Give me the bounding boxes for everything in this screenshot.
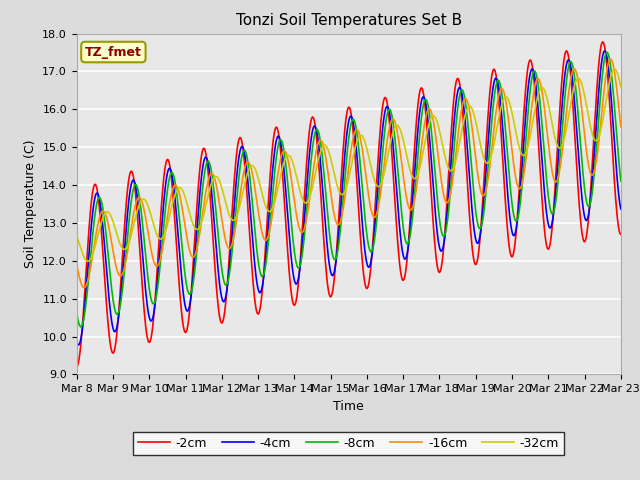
-4cm [193,227,201,232]
-2cm [216,314,223,320]
Line: -2cm: -2cm [77,42,621,367]
-8cm [604,49,611,55]
-4cm [568,70,575,76]
-32cm [394,123,402,129]
-16cm [73,262,81,268]
-32cm [448,168,456,174]
-16cm [448,185,456,191]
-8cm [341,174,349,180]
-16cm [617,124,625,130]
-4cm [601,48,609,54]
Title: Tonzi Soil Temperatures Set B: Tonzi Soil Temperatures Set B [236,13,462,28]
-16cm [606,56,614,62]
-4cm [73,339,81,345]
Y-axis label: Soil Temperature (C): Soil Temperature (C) [24,140,36,268]
-32cm [193,227,201,232]
-8cm [216,254,224,260]
Legend: -2cm, -4cm, -8cm, -16cm, -32cm: -2cm, -4cm, -8cm, -16cm, -32cm [133,432,564,455]
-2cm [340,132,348,138]
-32cm [617,84,625,90]
-32cm [216,180,224,186]
-4cm [448,151,456,156]
-4cm [617,206,625,212]
-8cm [77,324,84,330]
-8cm [568,60,575,65]
-2cm [447,136,454,142]
-32cm [568,96,575,101]
-2cm [193,214,200,220]
X-axis label: Time: Time [333,400,364,413]
Text: TZ_fmet: TZ_fmet [85,46,142,59]
-4cm [341,149,349,155]
-16cm [341,193,349,199]
-8cm [73,311,81,316]
-4cm [216,287,224,293]
-2cm [394,232,401,238]
-8cm [394,168,402,174]
-16cm [193,246,201,252]
-32cm [341,189,349,194]
-16cm [216,207,224,213]
-4cm [394,204,402,210]
-8cm [617,178,625,184]
-16cm [394,132,402,138]
-2cm [617,231,625,237]
-32cm [84,258,92,264]
-8cm [448,175,456,181]
-32cm [73,234,81,240]
-2cm [73,364,81,370]
-2cm [599,39,607,45]
Line: -32cm: -32cm [77,69,621,261]
-2cm [567,75,575,81]
-8cm [193,247,201,252]
Line: -16cm: -16cm [77,59,621,288]
-16cm [568,71,575,77]
-16cm [81,285,88,290]
Line: -4cm: -4cm [77,51,621,345]
Line: -8cm: -8cm [77,52,621,327]
-4cm [74,342,82,348]
-32cm [611,66,619,72]
